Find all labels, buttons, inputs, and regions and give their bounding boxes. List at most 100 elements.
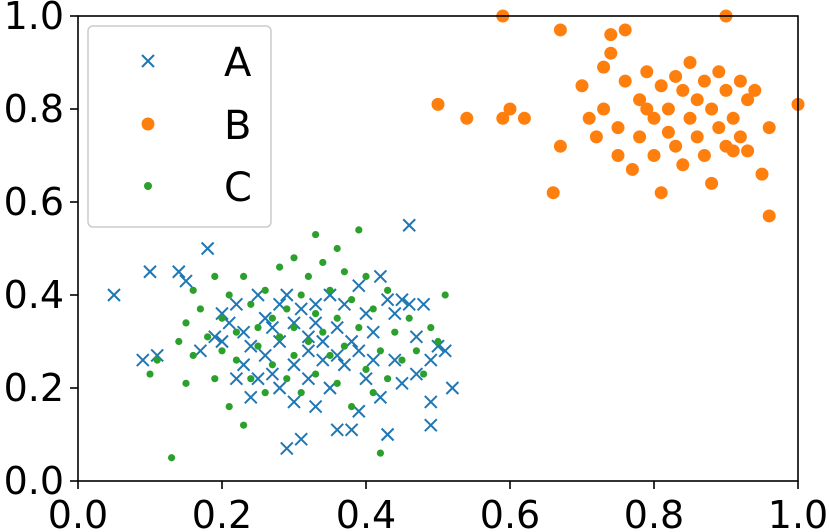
point-B xyxy=(712,121,726,135)
point-B xyxy=(640,65,654,79)
point-C xyxy=(376,347,384,355)
point-A xyxy=(172,265,186,279)
point-C xyxy=(254,342,262,350)
point-C xyxy=(225,403,233,411)
point-C xyxy=(196,305,204,313)
legend-entry-C: C xyxy=(144,165,252,211)
point-B xyxy=(762,121,776,135)
point-A xyxy=(337,358,352,372)
point-C xyxy=(276,333,284,341)
x-tick-label: 1.0 xyxy=(768,493,828,532)
point-C xyxy=(434,337,442,346)
series-B xyxy=(431,9,805,223)
point-C xyxy=(261,286,269,294)
point-A xyxy=(215,306,229,321)
point-C xyxy=(319,258,327,267)
point-C xyxy=(326,286,334,294)
point-C xyxy=(312,230,320,239)
point-B xyxy=(604,28,618,42)
point-B xyxy=(683,111,697,125)
x-tick-label: 0.4 xyxy=(336,493,396,532)
point-C xyxy=(304,272,312,280)
point-B xyxy=(647,111,661,125)
point-C xyxy=(211,272,219,280)
point-C xyxy=(384,375,392,383)
point-C xyxy=(333,244,341,253)
point-A xyxy=(438,344,452,358)
point-A xyxy=(431,339,445,353)
point-C xyxy=(391,328,399,336)
point-B xyxy=(611,121,625,135)
point-B xyxy=(575,79,589,93)
point-A xyxy=(272,381,287,395)
point-C xyxy=(276,263,284,271)
point-A xyxy=(416,297,431,312)
point-C xyxy=(261,389,269,397)
point-B xyxy=(618,23,632,37)
point-C xyxy=(441,291,449,299)
point-A xyxy=(280,288,294,302)
point-A xyxy=(380,427,395,442)
point-B xyxy=(460,111,474,125)
x-tick-label: 0.8 xyxy=(624,493,684,532)
point-A xyxy=(352,344,366,358)
point-C xyxy=(304,337,312,346)
point-A xyxy=(388,353,402,367)
point-B xyxy=(582,111,596,125)
point-B xyxy=(553,23,567,37)
point-A xyxy=(280,441,294,456)
point-B xyxy=(719,83,733,97)
point-C xyxy=(297,389,305,397)
point-B xyxy=(431,97,445,111)
point-B xyxy=(755,167,769,181)
point-B xyxy=(690,130,704,144)
point-C xyxy=(211,375,219,383)
point-A xyxy=(136,353,150,367)
point-A xyxy=(301,330,316,344)
point-A xyxy=(373,269,388,284)
point-A xyxy=(402,218,416,232)
point-C xyxy=(355,323,363,332)
point-A xyxy=(294,432,308,446)
point-C xyxy=(232,356,240,364)
point-A xyxy=(316,334,330,349)
point-A xyxy=(251,371,265,386)
point-C xyxy=(247,300,255,308)
point-B xyxy=(654,79,668,93)
point-A xyxy=(301,344,316,358)
point-A xyxy=(445,381,460,395)
point-A xyxy=(395,292,409,307)
point-B xyxy=(633,130,647,144)
point-A xyxy=(424,418,438,432)
point-A xyxy=(244,339,258,353)
point-C xyxy=(362,365,370,373)
point-B xyxy=(661,102,675,116)
point-A xyxy=(143,265,157,279)
point-C xyxy=(232,328,240,336)
point-B xyxy=(661,125,675,139)
points-layer xyxy=(107,9,805,462)
point-B xyxy=(625,162,639,176)
x-tick-label: 0.6 xyxy=(480,493,540,532)
point-A xyxy=(323,288,337,302)
point-A xyxy=(265,367,280,381)
point-A xyxy=(294,302,308,316)
point-C xyxy=(240,421,248,429)
point-C xyxy=(420,370,428,378)
plot-frame xyxy=(77,15,799,482)
point-B xyxy=(705,176,719,190)
legend-marker-A xyxy=(141,54,155,68)
point-A xyxy=(366,353,380,367)
point-C xyxy=(182,319,190,327)
point-A xyxy=(402,297,416,312)
point-C xyxy=(297,291,305,299)
point-B xyxy=(712,65,726,79)
point-B xyxy=(669,139,683,153)
point-A xyxy=(330,320,344,335)
point-B xyxy=(748,83,762,97)
point-C xyxy=(218,314,226,322)
point-C xyxy=(254,323,262,332)
point-A xyxy=(200,241,215,256)
point-A xyxy=(388,306,402,321)
point-B xyxy=(647,149,661,162)
